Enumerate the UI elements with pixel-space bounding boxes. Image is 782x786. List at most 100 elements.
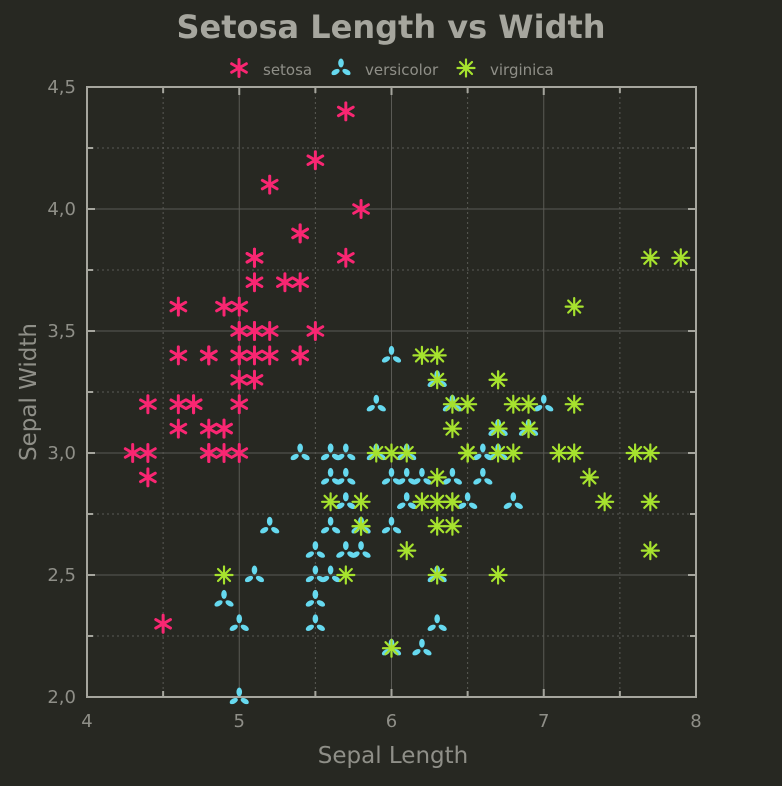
setosa-point	[230, 369, 249, 390]
marker-lobe	[388, 345, 395, 355]
virginica-point	[458, 394, 478, 414]
marker-arm	[445, 397, 460, 412]
marker-lobe	[221, 589, 227, 599]
setosa-point	[306, 150, 325, 171]
setosa-point	[230, 296, 249, 317]
x-tick-label: 7	[538, 711, 549, 732]
marker-arm	[567, 299, 582, 314]
setosa-point	[260, 321, 279, 341]
setosa-point	[291, 223, 310, 244]
marker-lobe	[403, 492, 410, 502]
versicolor-point	[305, 565, 325, 583]
marker-arm	[445, 494, 460, 509]
setosa-point	[336, 101, 355, 122]
setosa-point	[245, 321, 264, 341]
marker-arm	[230, 374, 249, 386]
x-tick-label: 5	[234, 711, 245, 732]
marker-arm	[291, 227, 310, 240]
virginica-point	[579, 467, 600, 487]
versicolor-point	[503, 492, 523, 509]
versicolor-point	[244, 565, 265, 583]
virginica-point	[442, 394, 462, 414]
marker-lobe	[408, 502, 417, 509]
virginica-point	[640, 492, 660, 512]
marker-arm	[490, 445, 506, 461]
setosa-point	[184, 394, 203, 415]
versicolor-point	[336, 467, 356, 485]
marker-lobe	[469, 502, 478, 509]
virginica-point	[488, 419, 508, 439]
marker-arm	[245, 252, 264, 264]
marker-lobe	[480, 443, 486, 453]
versicolor-point	[534, 394, 554, 412]
virginica-point	[336, 565, 356, 585]
marker-lobe	[327, 516, 334, 526]
marker-arm	[154, 618, 172, 630]
marker-arm	[490, 421, 506, 436]
marker-lobe	[540, 394, 547, 404]
marker-lobe	[236, 614, 243, 624]
setosa-point	[260, 174, 279, 195]
marker-lobe	[336, 453, 345, 461]
virginica-point	[640, 248, 660, 268]
versicolor-point	[214, 589, 234, 607]
setosa-point	[352, 199, 370, 219]
marker-lobe	[236, 687, 243, 697]
versicolor-point	[320, 516, 341, 534]
setosa-point	[215, 418, 233, 439]
marker-arm	[643, 494, 658, 509]
marker-arm	[567, 445, 582, 461]
virginica-point	[595, 492, 615, 512]
versicolor-point	[305, 541, 325, 558]
marker-arm	[169, 398, 188, 410]
marker-arm	[215, 300, 233, 313]
virginica-point	[549, 443, 569, 463]
versicolor-legend-marker	[331, 58, 351, 76]
grid	[87, 87, 696, 697]
x-tick-label: 8	[690, 711, 701, 732]
marker-arm	[384, 641, 399, 656]
marker-arm	[139, 447, 157, 459]
virginica-point	[518, 419, 539, 439]
marker-arm	[139, 398, 157, 410]
marker-lobe	[377, 405, 386, 412]
marker-lobe	[434, 614, 440, 624]
marker-lobe	[305, 600, 314, 607]
marker-lobe	[244, 575, 254, 583]
axes: 4 5 6 7 8 2,0 2,5 3,0 3,5 4,0 4,5	[47, 77, 701, 732]
marker-lobe	[214, 600, 223, 607]
virginica-point	[427, 516, 447, 536]
marker-lobe	[320, 527, 330, 534]
virginica-point	[366, 443, 386, 463]
setosa-point	[169, 394, 188, 415]
marker-arm	[230, 300, 249, 313]
marker-arm	[430, 348, 445, 363]
marker-arm	[216, 567, 232, 583]
marker-arm	[215, 422, 233, 435]
marker-arm	[336, 105, 355, 118]
marker-arm	[353, 519, 369, 534]
marker-lobe	[381, 527, 391, 534]
marker-arm	[169, 300, 188, 313]
marker-arm	[445, 519, 460, 534]
virginica-point	[503, 394, 523, 414]
marker-arm	[230, 62, 248, 74]
versicolor-point	[381, 345, 402, 363]
setosa-point	[291, 345, 310, 366]
virginica-point	[488, 565, 508, 585]
marker-arm	[399, 445, 414, 461]
marker-lobe	[301, 453, 310, 461]
marker-lobe	[397, 502, 406, 509]
marker-lobe	[423, 478, 432, 485]
marker-lobe	[480, 467, 486, 477]
versicolor-point	[473, 467, 493, 485]
marker-lobe	[266, 516, 273, 526]
marker-lobe	[343, 467, 349, 477]
marker-arm	[291, 276, 310, 288]
marker-arm	[184, 398, 203, 410]
marker-arm	[139, 471, 157, 484]
marker-arm	[338, 567, 353, 583]
virginica-point	[640, 443, 660, 463]
versicolor-point	[305, 614, 325, 631]
marker-lobe	[473, 478, 482, 485]
